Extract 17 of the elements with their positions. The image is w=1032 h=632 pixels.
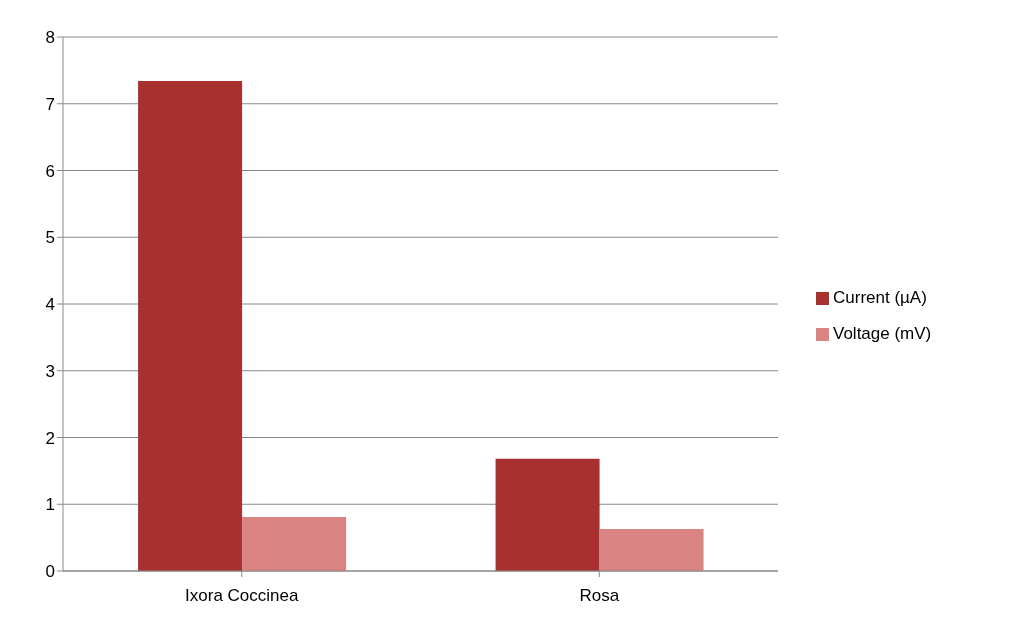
legend-label: Current (µA) — [833, 288, 927, 307]
y-tick-label: 2 — [45, 428, 55, 448]
y-tick-label: 5 — [45, 228, 55, 248]
legend-label: Voltage (mV) — [833, 324, 932, 343]
bar — [242, 516, 347, 571]
bar — [138, 81, 243, 571]
bar — [599, 528, 704, 571]
bar — [495, 458, 600, 571]
y-tick-label: 8 — [45, 28, 55, 48]
y-tick-label: 3 — [45, 361, 55, 381]
y-tick-label: 7 — [45, 94, 55, 114]
y-tick-label: 4 — [45, 295, 55, 315]
x-tick-label: Rosa — [579, 586, 620, 606]
y-tick-label: 0 — [45, 562, 55, 582]
y-tick-label: 6 — [45, 161, 55, 181]
y-tick-label: 1 — [45, 495, 55, 515]
x-tick-label: Ixora Coccinea — [185, 586, 299, 606]
